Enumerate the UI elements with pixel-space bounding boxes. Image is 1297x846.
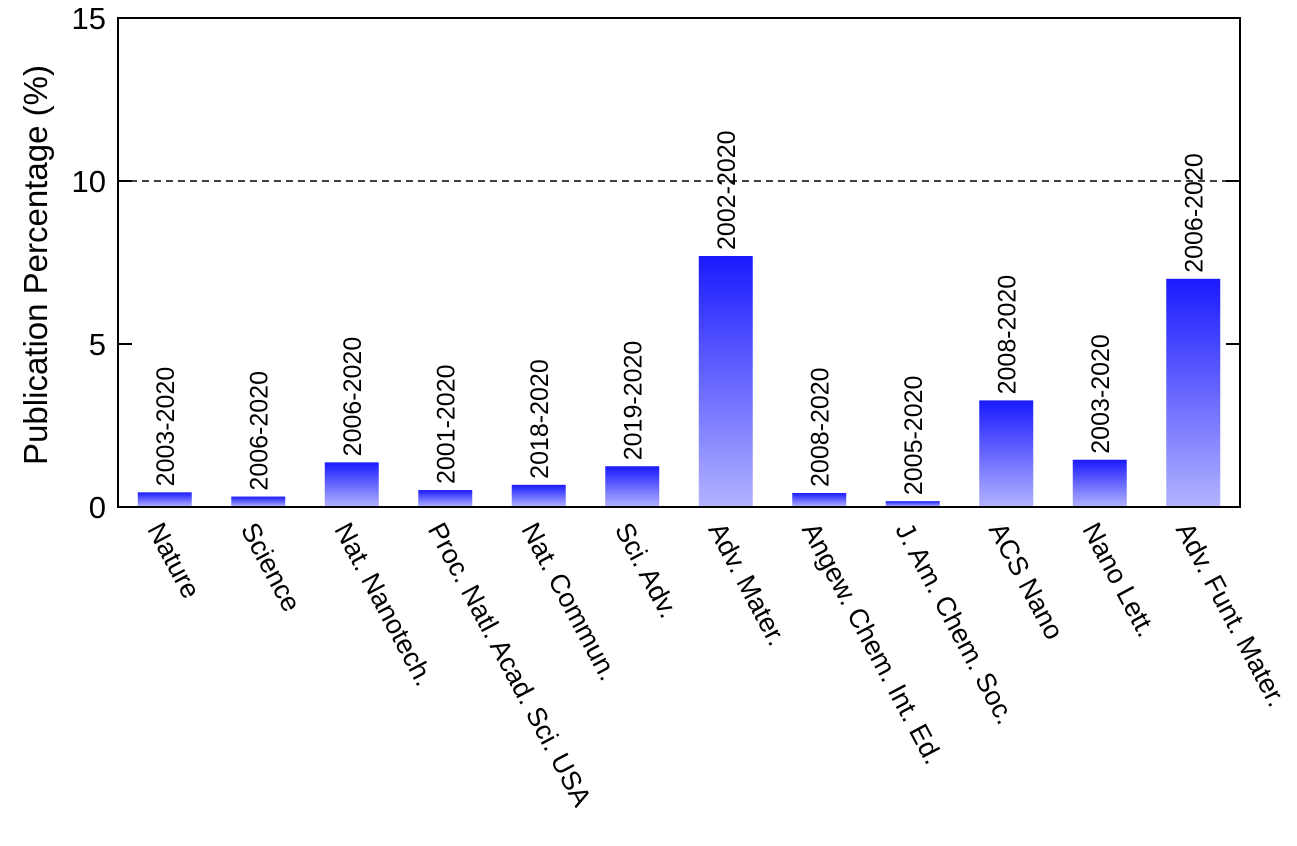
category-label-3: Nat. Nanotech. [328, 518, 439, 691]
plot-frame [117, 17, 1241, 508]
data-label-3: 2006-2020 [339, 337, 367, 457]
bar-9 [885, 501, 940, 507]
y-tick-label: 0 [89, 490, 106, 525]
data-label-7: 2002-2020 [713, 130, 741, 250]
category-label-1: Nature [141, 518, 206, 604]
data-label-12: 2006-2020 [1180, 153, 1208, 273]
data-label-9: 2005-2020 [900, 376, 928, 496]
y-axis-label: Publication Percentage (%) [17, 65, 54, 465]
bar-6 [605, 466, 660, 507]
category-label-10: ACS Nano [983, 518, 1069, 645]
category-label-11: Nano Lett. [1076, 518, 1161, 642]
data-label-8: 2008-2020 [806, 367, 834, 487]
data-label-11: 2003-2020 [1087, 334, 1115, 454]
y-tick-label: 15 [72, 1, 106, 36]
data-label-1: 2003-2020 [152, 367, 180, 487]
y-tick-label: 10 [72, 164, 106, 199]
category-label-12: Adv. Funt. Mater. [1170, 518, 1292, 712]
bar-4 [418, 490, 473, 507]
category-label-7: Adv. Mater. [702, 518, 792, 651]
data-label-10: 2008-2020 [993, 275, 1021, 395]
data-label-4: 2001-2020 [432, 364, 460, 484]
data-label-5: 2018-2020 [526, 359, 554, 479]
category-label-5: Nat. Commun. [515, 518, 623, 686]
bar-12 [1166, 278, 1221, 507]
bar-11 [1072, 459, 1127, 507]
category-label-2: Science [235, 518, 307, 617]
bar-2 [231, 496, 286, 507]
category-label-6: Sci. Adv. [609, 518, 684, 623]
data-label-6: 2019-2020 [619, 341, 647, 461]
bar-8 [792, 492, 847, 507]
bar-1 [137, 492, 192, 507]
bar-10 [979, 400, 1034, 507]
data-label-2: 2006-2020 [245, 371, 273, 491]
bar-5 [511, 484, 566, 507]
bar-7 [698, 255, 753, 507]
y-tick-label: 5 [89, 327, 106, 362]
category-label-4: Proc. Natl. Acad. Sci. USA [422, 518, 597, 812]
bar-3 [324, 462, 379, 507]
